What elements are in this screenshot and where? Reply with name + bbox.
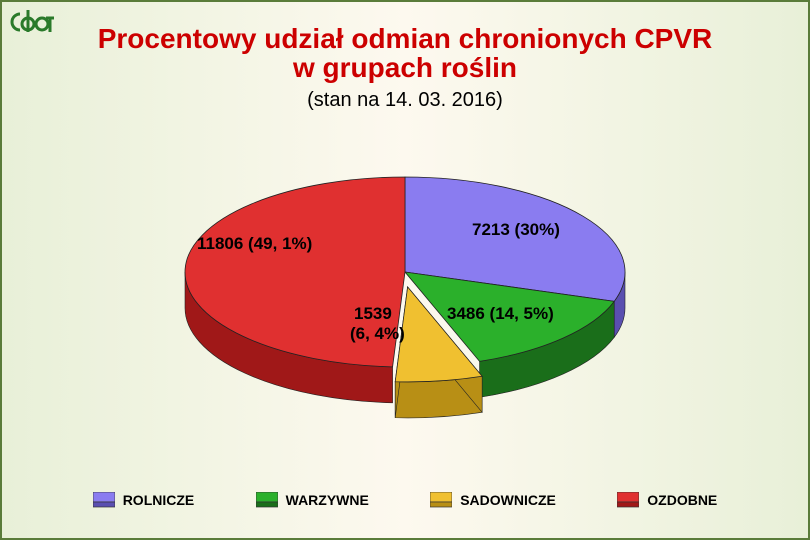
legend-label: WARZYWNE [286, 492, 369, 508]
pie-slice-label2-sadownicze: (6, 4%) [350, 324, 405, 344]
title-line-1: Procentowy udział odmian chronionych CPV… [98, 23, 713, 54]
legend-swatch-icon [93, 492, 115, 508]
slide-root: Procentowy udział odmian chronionych CPV… [0, 0, 810, 540]
pie-slice-label-warzywne: 3486 (14, 5%) [447, 304, 554, 324]
legend-label: SADOWNICZE [460, 492, 556, 508]
legend-swatch-icon [617, 492, 639, 508]
pie-slice-label-ozdobne: 11806 (49, 1%) [197, 234, 312, 254]
legend-swatch-icon [256, 492, 278, 508]
pie-slice-label-sadownicze: 1539 [354, 304, 392, 324]
legend-label: OZDOBNE [647, 492, 717, 508]
legend-label: ROLNICZE [123, 492, 195, 508]
slide-title: Procentowy udział odmian chronionych CPV… [2, 24, 808, 83]
legend-item-sadownicze: SADOWNICZE [430, 492, 556, 508]
legend-item-rolnicze: ROLNICZE [93, 492, 195, 508]
legend-item-ozdobne: OZDOBNE [617, 492, 717, 508]
pie-chart [2, 152, 808, 422]
title-line-2: w grupach roślin [293, 52, 517, 83]
brand-logo [10, 8, 58, 43]
legend: ROLNICZE WARZYWNE SADOWNICZE OZDOBNE [2, 492, 808, 508]
title-block: Procentowy udział odmian chronionych CPV… [2, 2, 808, 112]
slide-subtitle: (stan na 14. 03. 2016) [2, 89, 808, 112]
legend-item-warzywne: WARZYWNE [256, 492, 369, 508]
pie-slice-label-rolnicze: 7213 (30%) [472, 220, 560, 240]
legend-swatch-icon [430, 492, 452, 508]
